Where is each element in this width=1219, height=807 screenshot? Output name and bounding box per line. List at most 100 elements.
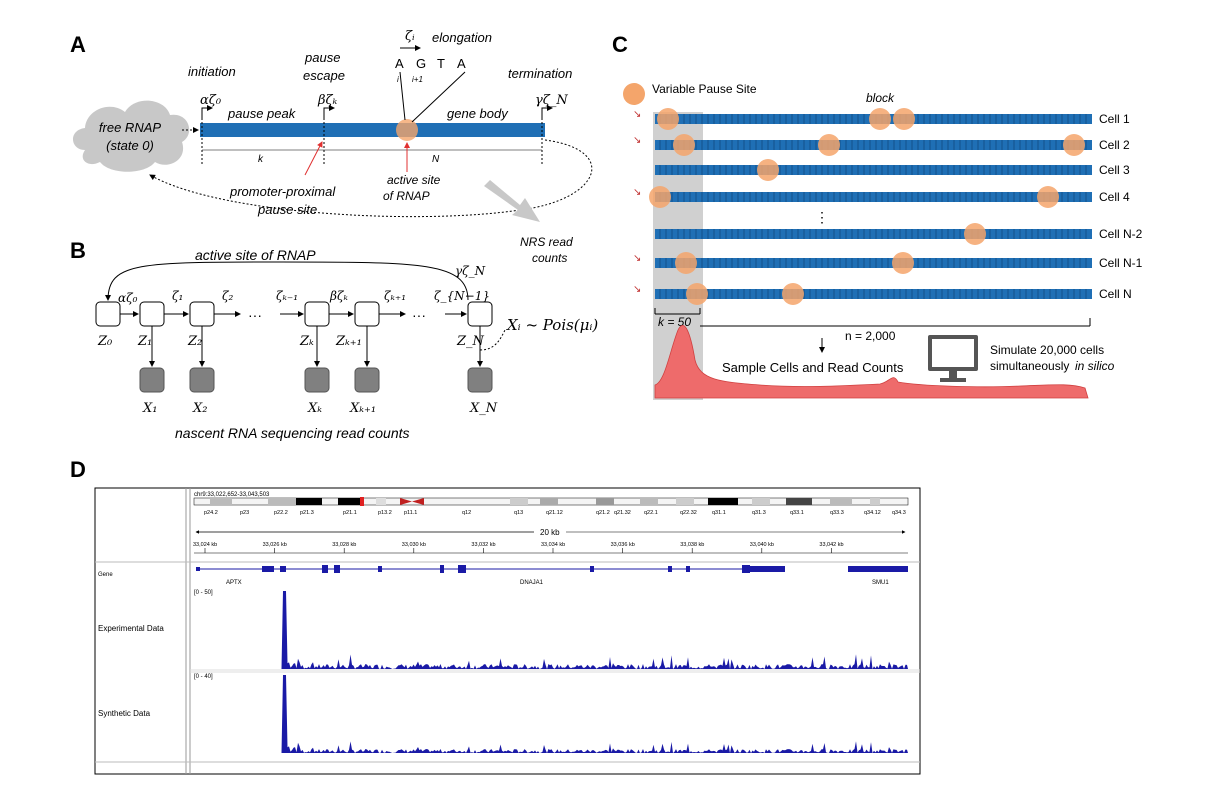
band-label: q21.2	[596, 510, 610, 516]
band-label: p21.1	[343, 510, 357, 516]
b-state-kp1: Zₖ₊₁	[335, 334, 362, 349]
rnap	[782, 283, 804, 305]
pause-rnap	[657, 108, 679, 130]
band-label: q12	[462, 510, 471, 516]
initiation-mark: ↘	[633, 135, 641, 146]
initiation-rate: αζ₀	[200, 93, 222, 108]
cell-label: Cell 4	[1099, 190, 1130, 204]
d-gene-dnaja1: DNAJA1	[520, 580, 544, 586]
c-read-density	[654, 325, 1089, 399]
cell-bar	[655, 229, 1092, 239]
k-label: k	[258, 154, 264, 165]
initiation-mark: ↘	[633, 109, 641, 120]
band-label: q34.3	[892, 510, 906, 516]
pause-rnap	[649, 186, 671, 208]
panel-a-letter: A	[70, 32, 86, 57]
band-label: q34.12	[864, 510, 881, 516]
elongation-rate: ζᵢ	[405, 29, 415, 44]
rnap	[964, 223, 986, 245]
rnap	[1063, 134, 1085, 156]
elongation-label: elongation	[432, 30, 492, 45]
free-rnap-state: (state 0)	[106, 138, 154, 153]
b-rate-2: ζ₂	[222, 289, 234, 303]
c-sample: Sample Cells and Read Counts	[722, 360, 904, 375]
initiation-mark: ↘	[633, 253, 641, 264]
rnap	[892, 252, 914, 274]
c-k-label: k = 50	[658, 315, 691, 329]
initiation-mark: ↘	[633, 187, 641, 198]
nrs-label: NRS read	[520, 235, 573, 249]
kb-tick: 33,036 kb	[611, 542, 635, 548]
termination-rate: γζ_N	[535, 93, 568, 108]
cell-label: Cell N-2	[1099, 227, 1143, 241]
cell-label: Cell N	[1099, 287, 1132, 301]
cell-bar	[655, 258, 1092, 268]
d-exp-range: [0 - 50]	[194, 590, 213, 596]
b-dots-2: ···	[412, 307, 426, 323]
free-rnap-cloud: free RNAP (state 0)	[72, 100, 190, 172]
b-obs-1: X₁	[142, 401, 157, 416]
band-label: q33.3	[830, 510, 844, 516]
kb-tick: 33,030 kb	[402, 542, 426, 548]
free-rnap-label: free RNAP	[99, 120, 161, 135]
band-label: p11.1	[404, 510, 417, 516]
cell-label: Cell 2	[1099, 138, 1130, 152]
state-boxes	[95, 301, 493, 327]
c-simulate: Simulate 20,000 cells	[990, 343, 1104, 357]
active-site-label: active site	[387, 173, 441, 187]
d-syn-range: [0 - 40]	[194, 674, 213, 680]
nuc-a1: A	[395, 56, 404, 71]
cell-bar	[655, 289, 1092, 299]
b-obs-n: X_N	[469, 401, 498, 416]
b-rate-nm1: ζ_{N−1}	[434, 289, 490, 303]
n-label: N	[432, 154, 440, 165]
kb-tick: 33,024 kb	[193, 542, 217, 548]
kb-tick: 33,038 kb	[680, 542, 704, 548]
b-state-n: Z_N	[456, 334, 485, 349]
d-span: 20 kb	[540, 528, 560, 537]
panel-d-letter: D	[70, 457, 86, 482]
b-obs-k: Xₖ	[307, 401, 322, 416]
rnap	[818, 134, 840, 156]
monitor-icon	[928, 335, 978, 382]
pause-rnap	[673, 134, 695, 156]
kb-tick: 33,032 kb	[471, 542, 495, 548]
c-vdots: ⋮	[815, 209, 829, 225]
kb-tick: 33,028 kb	[332, 542, 356, 548]
band-label: q33.1	[790, 510, 804, 516]
pause-escape-rate: βζₖ	[317, 93, 338, 108]
band-labels: p24.2 p23 p22.2 p21.3 p21.1 p13.2 p11.1 q12 q13 q…	[204, 510, 906, 516]
pause-label: pause	[304, 50, 340, 65]
band-label: q21.32	[614, 510, 631, 516]
b-state-1: Z₁	[137, 334, 152, 349]
panel-c: C Variable Pause Site block ↘ Cell 1 ↘ Cell…	[612, 32, 1143, 400]
panel-a: A free RNAP (state 0) initiation αζ₀ pau…	[70, 29, 593, 265]
cell-label: Cell 1	[1099, 112, 1130, 126]
gene-models	[196, 565, 908, 573]
band-label: q21.12	[546, 510, 563, 516]
legend-circle	[623, 83, 645, 105]
band-label: p23	[240, 510, 249, 516]
band-label: p24.2	[204, 510, 218, 516]
cell-rows: ↘ Cell 1 ↘ Cell 2 Cell 3 ↘ Cell 4 Cell N-2 ↘ Cell…	[633, 108, 1143, 305]
band-label: q31.1	[712, 510, 726, 516]
kb-ticks: 33,024 kb 33,026 kb 33,028 kb 33,030 kb 33,0…	[193, 542, 844, 553]
panel-d: D chr9:33,022,652-33,043,503	[70, 457, 921, 775]
band-label: p22.2	[274, 510, 288, 516]
promoter-label: promoter-proximal	[229, 184, 336, 199]
rnap	[869, 108, 891, 130]
b-state-k: Zₖ	[299, 334, 314, 349]
cell-bar	[655, 192, 1092, 202]
pause-peak-label: pause peak	[227, 106, 297, 121]
panel-c-letter: C	[612, 32, 628, 57]
b-obs-2: X₂	[192, 401, 207, 416]
band-label: q22.32	[680, 510, 697, 516]
cell-label: Cell 3	[1099, 163, 1130, 177]
gene-body-label: gene body	[447, 106, 509, 121]
pause-rnap	[675, 252, 697, 274]
kb-tick: 33,042 kb	[819, 542, 843, 548]
c-in-silico: in silico	[1075, 359, 1115, 373]
nuc-idx-i: i	[397, 75, 399, 84]
b-rate-km1: ζₖ₋₁	[276, 289, 298, 303]
